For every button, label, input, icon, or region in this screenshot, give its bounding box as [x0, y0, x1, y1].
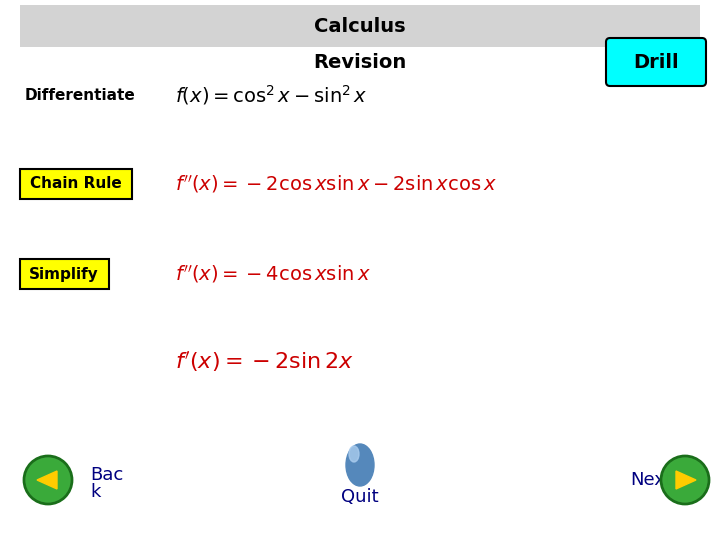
- Text: Next: Next: [630, 471, 672, 489]
- Circle shape: [26, 458, 70, 502]
- Circle shape: [661, 456, 709, 504]
- Circle shape: [28, 460, 68, 500]
- Text: k: k: [90, 483, 100, 501]
- Circle shape: [663, 458, 707, 502]
- FancyBboxPatch shape: [20, 5, 700, 47]
- Text: Bac: Bac: [90, 466, 123, 484]
- FancyBboxPatch shape: [20, 259, 109, 289]
- Text: Differentiate: Differentiate: [25, 87, 136, 103]
- FancyBboxPatch shape: [606, 38, 706, 86]
- Text: $f(x) = \cos^2 x - \sin^2 x$: $f(x) = \cos^2 x - \sin^2 x$: [175, 83, 368, 107]
- Circle shape: [665, 460, 705, 500]
- Text: Drill: Drill: [633, 52, 679, 71]
- Polygon shape: [37, 471, 57, 489]
- Text: Calculus: Calculus: [314, 17, 406, 36]
- FancyBboxPatch shape: [20, 169, 132, 199]
- Text: $f^{\prime\prime}(x) = -2\cos x\sin x - 2\sin x\cos x$: $f^{\prime\prime}(x) = -2\cos x\sin x - …: [175, 173, 498, 195]
- Text: Quit: Quit: [341, 488, 379, 506]
- Ellipse shape: [346, 444, 374, 486]
- Text: Simplify: Simplify: [29, 267, 99, 281]
- Polygon shape: [676, 471, 696, 489]
- Text: Revision: Revision: [313, 52, 407, 71]
- Text: $f^{\prime}(x) = -2\sin 2x$: $f^{\prime}(x) = -2\sin 2x$: [175, 350, 354, 374]
- Circle shape: [24, 456, 72, 504]
- Ellipse shape: [349, 446, 359, 462]
- Text: $f^{\prime\prime}(x) = -4\cos x\sin x$: $f^{\prime\prime}(x) = -4\cos x\sin x$: [175, 263, 371, 285]
- Text: Chain Rule: Chain Rule: [30, 177, 122, 192]
